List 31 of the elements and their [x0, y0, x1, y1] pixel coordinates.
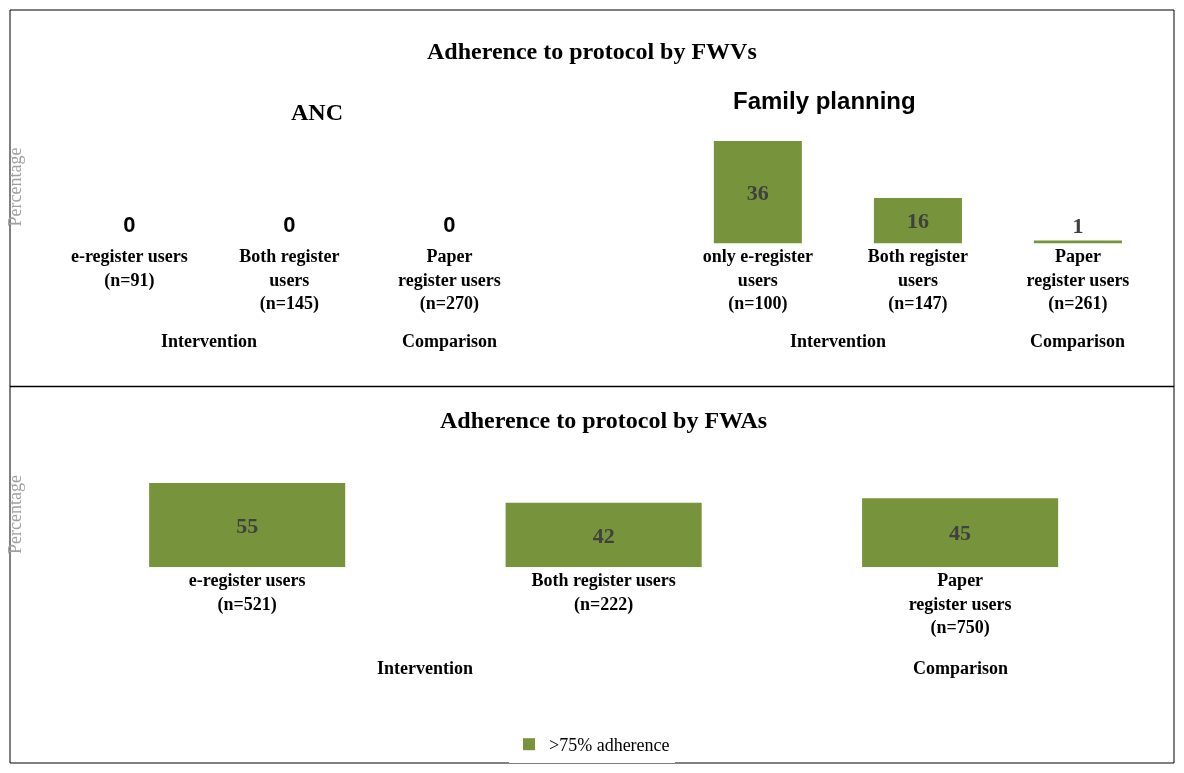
legend-label: >75% adherence: [549, 735, 670, 756]
x-tick-label: Both register users (n=147): [867, 246, 968, 315]
text: Comparison: [913, 658, 1009, 678]
x-tick-label: Paper register users (n=261): [1026, 246, 1130, 315]
text: Percentage: [5, 147, 26, 227]
y-axis-title: Percentage: [5, 475, 26, 554]
x-tick-label: Both register users (n=222): [531, 570, 676, 615]
text: Comparison: [402, 331, 498, 351]
data-label: 0: [283, 211, 296, 237]
chart-title: Family planning: [733, 87, 916, 114]
chart-title: Adherence to protocol by FWAs: [440, 407, 768, 433]
category-label: e-register users (n=91): [70, 246, 188, 291]
text: ANC: [291, 99, 343, 125]
category-label: Both register users (n=145): [239, 246, 340, 315]
data-label: 45: [949, 520, 972, 546]
data-label: 0: [443, 211, 456, 237]
x-tick-label: Paper register users (n=750): [908, 570, 1012, 639]
x-tick-label: only e-register users (n=100): [702, 246, 813, 315]
text: Adherence to protocol by FWVs: [427, 38, 757, 64]
data-label: 55: [236, 512, 259, 538]
data-label: 42: [592, 522, 615, 548]
x-tick-label: e-register users (n=521): [188, 570, 306, 615]
data-label: 0: [123, 211, 136, 237]
category-label: Paper register users (n=270): [398, 246, 501, 315]
text: Intervention: [161, 331, 257, 351]
data-label: 16: [906, 208, 929, 234]
text: Intervention: [377, 658, 473, 678]
data-label: 1: [1072, 212, 1084, 238]
text: Intervention: [790, 331, 886, 351]
data-label: 36: [746, 179, 769, 205]
text: Comparison: [1030, 331, 1126, 351]
